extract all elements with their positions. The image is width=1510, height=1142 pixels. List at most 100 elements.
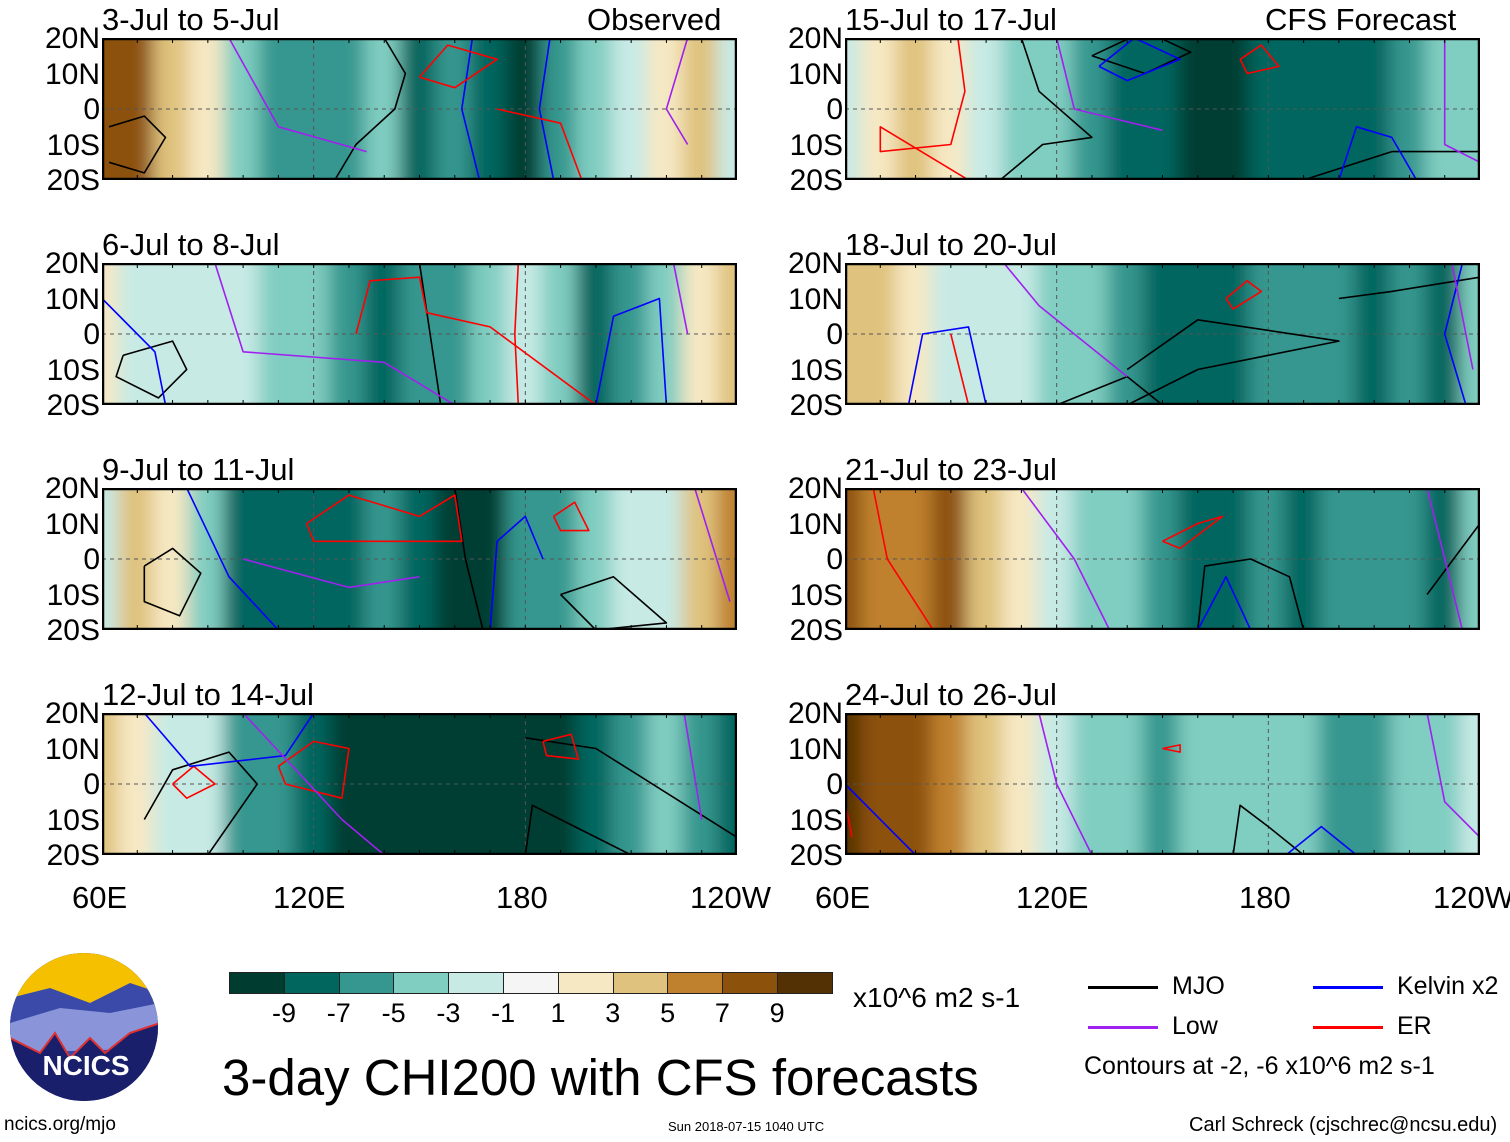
kelvin-contour [1197,576,1252,630]
panel-title: 12-Jul to 14-Jul [102,677,314,712]
legend-line [1313,1026,1383,1029]
observed-label: Observed [587,2,722,37]
lat-label: 10S [789,353,843,387]
footer-author: Carl Schreck (cjschrec@ncsu.edu) [1189,1114,1498,1136]
colorbar-swatch [393,972,450,994]
er-contour [1239,44,1280,75]
colorbar-swatch [229,972,285,994]
map-panel [102,38,737,180]
panel-title: 24-Jul to 26-Jul [845,677,1057,712]
lat-label: 20N [44,247,100,280]
colorbar-label: -7 [326,998,351,1028]
kelvin-contour [185,488,279,630]
mjo-contour [524,804,632,855]
mjo-contour [454,488,484,630]
mjo-contour [1426,523,1480,595]
legend-label: MJO [1172,972,1225,1000]
lon-label-60e: 60E [815,880,871,915]
lat-label: 20N [787,247,843,280]
map-panel [845,38,1480,180]
footer-url[interactable]: ncics.org/mjo [4,1114,116,1135]
lat-label: 10N [44,57,100,91]
colorbar-label: 1 [550,998,566,1028]
mjo-contour [1126,318,1340,405]
mjo-contour [560,576,668,630]
mjo-contour [108,115,167,174]
colorbar-label: 9 [769,998,785,1028]
lat-label: 20N [44,697,100,730]
kelvin-contour [460,38,481,180]
kelvin-contour [1285,825,1358,855]
lat-label: 10S [789,578,843,612]
lon-label-180: 180 [1239,880,1291,915]
forecast-label: CFS Forecast [1265,2,1457,37]
legend-line [1313,986,1383,989]
panel-title: 3-Jul to 5-Jul [102,2,280,37]
er-contour [513,263,520,405]
kelvin-contour [489,515,544,630]
lon-label-120w: 120W [690,880,771,915]
colorbar-label: -9 [271,998,296,1028]
colorbar-swatch [722,972,779,994]
map-panel [845,488,1480,630]
lat-label: 20N [44,22,100,55]
ncics-logo: NCICS [10,953,158,1101]
lat-label: 20N [787,22,843,55]
er-contour [1162,515,1224,550]
low-contour [683,713,703,820]
footer-timestamp: Sun 2018-07-15 1040 UTC [668,1119,825,1134]
lat-label: 20S [46,389,100,422]
lat-label: 10N [44,732,100,766]
figure-title: 3-day CHI200 with CFS forecasts [222,1049,979,1106]
mjo-contour [334,38,407,180]
colorbar-label: 5 [660,998,676,1028]
panel-title: 15-Jul to 17-Jul [845,2,1057,37]
colorbar-swatch [557,972,614,994]
colorbar-swatch [777,972,833,994]
kelvin-contour [1098,38,1181,82]
lat-label: 20N [44,472,100,505]
colorbar-swatch [338,972,395,994]
er-contour [950,333,970,405]
mjo-contour [143,751,258,855]
lat-label: 20S [789,389,843,422]
colorbar-label: -1 [491,998,516,1028]
low-contour [693,488,731,602]
er-contour [172,765,216,799]
low-contour [1003,263,1128,378]
lat-label: 10S [46,578,100,612]
panel-title: 6-Jul to 8-Jul [102,227,280,262]
map-panel [102,713,737,855]
lat-label: 20S [46,839,100,872]
er-contour [277,740,350,799]
colorbar-label: 7 [714,998,730,1028]
er-contour [1162,744,1181,753]
low-contour [1426,713,1480,838]
kelvin-contour [845,783,917,855]
lat-label: 0 [83,543,100,576]
colorbar-label: -5 [381,998,406,1028]
mjo-contour [1232,804,1305,855]
panel-title: 18-Jul to 20-Jul [845,227,1057,262]
colorbar-label: 3 [605,998,621,1028]
units-label: x10^6 m2 s-1 [853,982,1021,1013]
colorbar-swatch [448,972,505,994]
er-contour [1225,279,1263,310]
er-contour [418,44,498,89]
low-contour [665,38,689,145]
er-contour [496,108,583,180]
low-contour [1020,488,1111,630]
lat-label: 10N [787,732,843,766]
mjo-contour [999,38,1093,180]
lon-label-120w: 120W [1433,880,1510,915]
panel-title: 21-Jul to 23-Jul [845,452,1057,487]
lon-label-180: 180 [496,880,548,915]
legend-line [1088,986,1158,989]
lat-label: 0 [83,93,100,126]
lat-label: 10N [787,57,843,91]
lon-label-120e: 120E [273,880,346,915]
lat-label: 0 [83,318,100,351]
colorbar-label: -3 [436,998,461,1028]
lat-label: 20S [789,839,843,872]
